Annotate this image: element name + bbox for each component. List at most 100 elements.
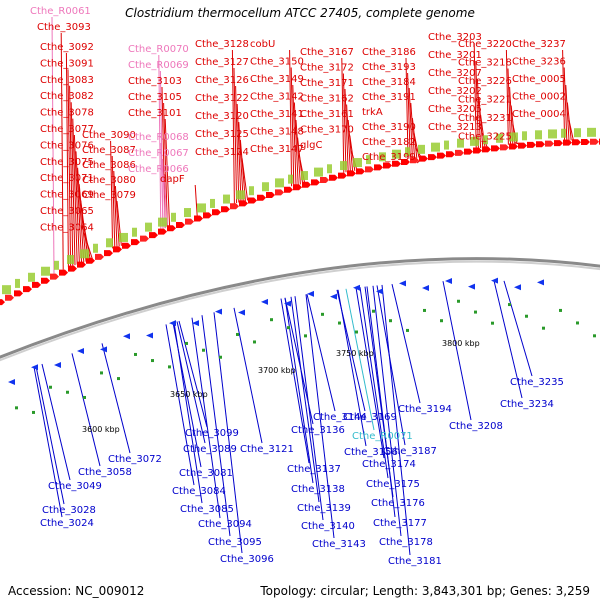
map-title: Clostridium thermocellum ATCC 27405, com… [125, 6, 475, 20]
reverse-gene-label: Cthe_3085 [180, 504, 234, 515]
gene-leader-line [306, 294, 336, 412]
forward-gene-label: Cthe_3170 [300, 125, 354, 136]
forward-gene-arrow [329, 174, 338, 181]
gene-leader-line [289, 49, 293, 187]
gene-leader-line [405, 57, 409, 160]
reverse-gene-arrow [491, 277, 498, 284]
forward-gene-arrow [23, 286, 32, 293]
reverse-gene-label: Cthe_3028 [42, 505, 96, 516]
forward-gene-arrow [95, 253, 104, 260]
forward-gene-label: Cthe_3236 [512, 57, 566, 68]
forward-gene-label: Cthe_3225 [458, 132, 512, 143]
gc-marker [219, 355, 222, 359]
gc-marker [372, 309, 375, 313]
forward-gene-label: Cthe_3167 [300, 47, 354, 58]
reverse-gene-label: Cthe_3136 [291, 425, 345, 436]
gene-leader-line [69, 85, 74, 266]
cog-feature-block [236, 190, 245, 200]
gene-leader-line [372, 285, 402, 537]
forward-gene-label: Cthe_3147 [250, 144, 304, 155]
forward-gene-label: Cthe_3190 [362, 122, 416, 133]
forward-gene-label: Cthe_3064 [40, 222, 94, 233]
gc-marker [134, 352, 137, 356]
cog-feature-block [314, 167, 323, 177]
gene-leader-line [101, 343, 131, 454]
forward-gene-arrow [230, 203, 239, 210]
gc-marker [253, 340, 256, 344]
forward-gene-arrow [464, 148, 473, 155]
cog-feature-block [223, 194, 230, 204]
cog-feature-block [509, 132, 518, 142]
gene-leader-line [114, 185, 120, 247]
gene-leader-line [347, 119, 354, 172]
gene-leader-line [33, 366, 63, 518]
reverse-gene-arrow [31, 364, 38, 371]
gene-leader-line [65, 52, 69, 268]
gene-leader-line [280, 298, 310, 464]
gene-leader-line [293, 102, 299, 185]
reverse-gene-label: Cthe_R0071 [352, 431, 413, 442]
gene-leader-line [346, 104, 351, 172]
cog-feature-block [158, 217, 167, 227]
forward-gene-arrow [509, 143, 518, 150]
forward-gene-arrow [554, 140, 563, 147]
forward-gene-label: Cthe_3103 [128, 76, 182, 87]
forward-gene-label: Cthe_3162 [300, 94, 354, 105]
gene-leader-line [241, 157, 249, 201]
forward-gene-label: Cthe_0005 [512, 74, 566, 85]
cog-feature-block [574, 128, 581, 138]
gene-leader-line [410, 102, 416, 159]
gc-marker [100, 371, 103, 375]
reverse-gene-label: Cthe_3121 [240, 444, 294, 455]
genome-backbone [0, 257, 600, 359]
gene-leader-line [233, 307, 263, 444]
gc-marker [406, 328, 409, 332]
forward-gene-label: Cthe_3126 [195, 75, 249, 86]
forward-gene-label: Cthe_3203 [428, 32, 482, 43]
forward-gene-arrow [203, 212, 212, 219]
reverse-gene-arrow [192, 320, 199, 327]
scale-tick-label: 3800 kbp [442, 339, 480, 348]
forward-gene-label: Cthe_3199 [362, 152, 416, 163]
forward-gene-arrow [158, 228, 167, 235]
gene-leader-line [173, 322, 203, 504]
gene-leader-line [213, 312, 243, 554]
forward-gene-label: Cthe_R0070 [128, 44, 189, 55]
forward-gene-label: Cthe_R0061 [30, 6, 91, 17]
gc-marker [185, 341, 188, 345]
gene-leader-line [476, 78, 482, 148]
cog-feature-block [171, 212, 176, 222]
forward-gene-arrow [437, 152, 446, 159]
forward-gene-label: Cthe_3231 [458, 113, 512, 124]
forward-gene-label: Cthe_3193 [362, 62, 416, 73]
forward-gene-arrow [527, 141, 536, 148]
reverse-gene-label: Cthe_3096 [220, 554, 274, 565]
forward-gene-arrow [410, 157, 419, 164]
reverse-gene-arrow [514, 284, 521, 291]
gene-leader-line [341, 57, 345, 173]
forward-gene-label: Cthe_3082 [40, 91, 94, 102]
reverse-gene-arrow [215, 308, 222, 315]
forward-gene-arrow [428, 154, 437, 161]
forward-gene-label: Cthe_3075 [40, 157, 94, 168]
cog-feature-block [353, 158, 362, 168]
gc-marker [49, 385, 52, 389]
reverse-gene-arrow [261, 298, 268, 305]
forward-gene-label: Cthe_R0067 [128, 148, 189, 159]
gene-leader-line [562, 49, 566, 141]
cog-feature-block [132, 227, 137, 237]
gene-leader-line [342, 73, 347, 173]
gene-leader-line [408, 87, 413, 159]
gc-marker [270, 318, 273, 322]
gene-leader-line [176, 321, 206, 444]
gene-leader-line [290, 67, 295, 186]
forward-gene-arrow [536, 141, 545, 148]
cog-feature-block [80, 249, 89, 259]
forward-gene-label: Cthe_3149 [250, 74, 304, 85]
cog-feature-block [106, 238, 113, 248]
reverse-gene-arrow [238, 309, 245, 316]
cog-feature-block [15, 278, 20, 288]
gc-marker [168, 365, 171, 369]
forward-gene-arrow [122, 242, 131, 249]
forward-gene-arrow [104, 250, 113, 257]
